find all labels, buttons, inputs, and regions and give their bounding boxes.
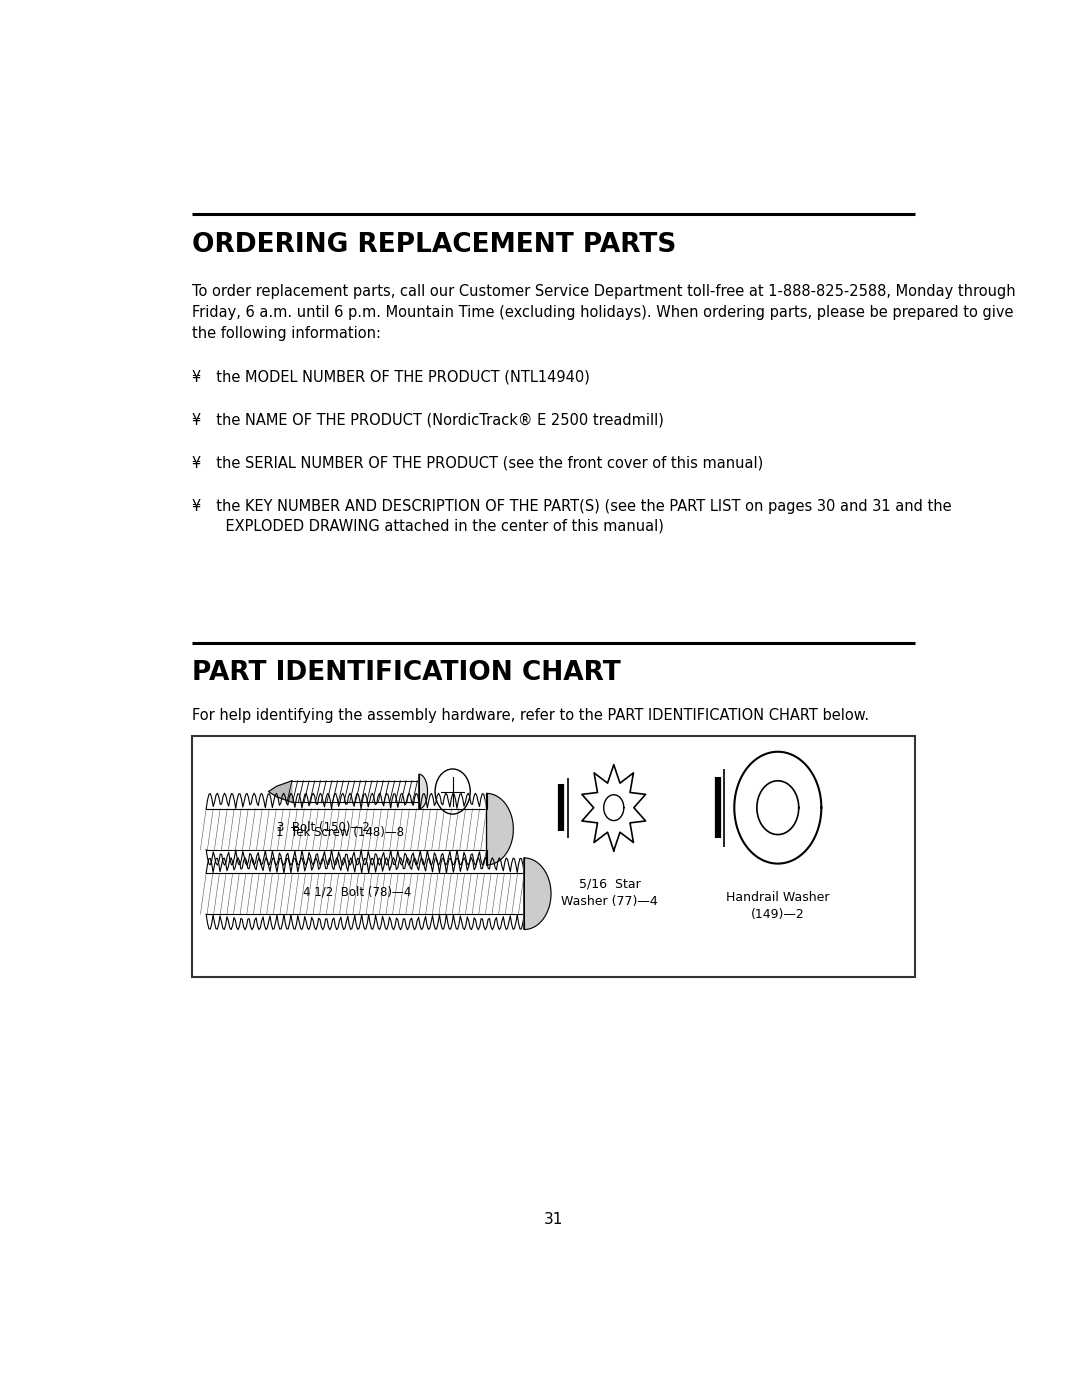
Text: ORDERING REPLACEMENT PARTS: ORDERING REPLACEMENT PARTS bbox=[192, 232, 676, 258]
Text: ¥: ¥ bbox=[192, 455, 201, 471]
Bar bbox=[192, 736, 915, 977]
Text: 31: 31 bbox=[544, 1213, 563, 1227]
Text: Handrail Washer
(149)—2: Handrail Washer (149)—2 bbox=[726, 890, 829, 921]
Text: 5/16  Star
Washer (77)—4: 5/16 Star Washer (77)—4 bbox=[562, 877, 658, 908]
Polygon shape bbox=[419, 774, 428, 809]
Polygon shape bbox=[734, 752, 822, 863]
Polygon shape bbox=[524, 858, 551, 929]
Text: For help identifying the assembly hardware, refer to the PART IDENTIFICATION CHA: For help identifying the assembly hardwa… bbox=[192, 708, 869, 722]
Polygon shape bbox=[604, 795, 624, 820]
Text: ¥: ¥ bbox=[192, 499, 201, 514]
Text: the SERIAL NUMBER OF THE PRODUCT (see the front cover of this manual): the SERIAL NUMBER OF THE PRODUCT (see th… bbox=[207, 455, 764, 471]
Text: ¥: ¥ bbox=[192, 414, 201, 427]
Polygon shape bbox=[582, 764, 646, 851]
Text: 3  Bolt (150)—2: 3 Bolt (150)—2 bbox=[276, 820, 369, 834]
Text: the MODEL NUMBER OF THE PRODUCT (NTL14940): the MODEL NUMBER OF THE PRODUCT (NTL1494… bbox=[207, 370, 590, 384]
Text: To order replacement parts, call our Customer Service Department toll-free at 1-: To order replacement parts, call our Cus… bbox=[192, 284, 1015, 341]
Text: PART IDENTIFICATION CHART: PART IDENTIFICATION CHART bbox=[192, 661, 621, 686]
Text: the KEY NUMBER AND DESCRIPTION OF THE PART(S) (see the PART LIST on pages 30 and: the KEY NUMBER AND DESCRIPTION OF THE PA… bbox=[207, 499, 951, 534]
Polygon shape bbox=[269, 781, 292, 802]
Text: the NAME OF THE PRODUCT (NordicTrack® E 2500 treadmill): the NAME OF THE PRODUCT (NordicTrack® E … bbox=[207, 414, 664, 427]
Polygon shape bbox=[757, 781, 799, 834]
Text: 1  Tek Screw (148)—8: 1 Tek Screw (148)—8 bbox=[276, 826, 404, 840]
Text: 4 1/2  Bolt (78)—4: 4 1/2 Bolt (78)—4 bbox=[302, 886, 410, 898]
Text: ¥: ¥ bbox=[192, 370, 201, 384]
Polygon shape bbox=[486, 793, 513, 865]
